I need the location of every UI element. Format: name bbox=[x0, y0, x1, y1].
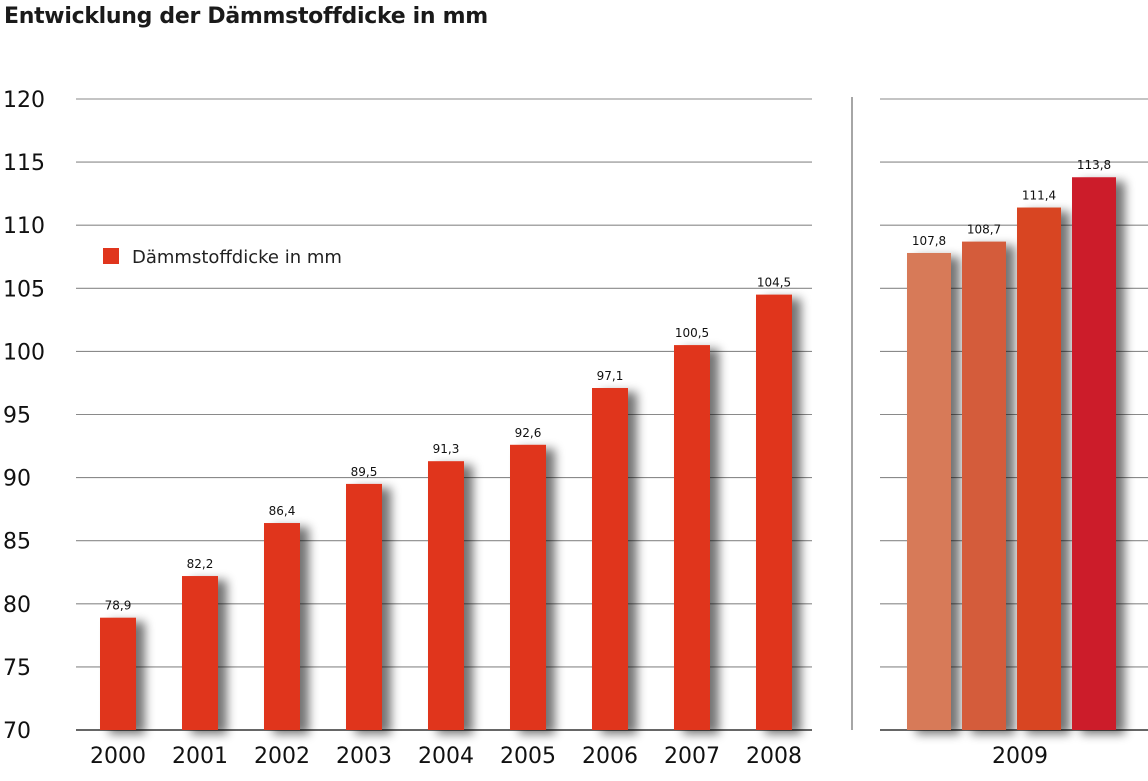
y-tick-label: 115 bbox=[3, 151, 45, 176]
y-tick-label: 110 bbox=[3, 214, 45, 239]
y-tick-label: 75 bbox=[3, 656, 31, 681]
data-label: 91,3 bbox=[433, 442, 460, 456]
x-tick-label: 2004 bbox=[418, 744, 474, 769]
data-label: 97,1 bbox=[597, 369, 624, 383]
x-tick-label: 2002 bbox=[254, 744, 310, 769]
x-tick-label: 2000 bbox=[90, 744, 146, 769]
legend: Dämmstoffdicke in mm bbox=[103, 247, 342, 268]
data-label: 113,8 bbox=[1077, 158, 1111, 172]
bar bbox=[264, 523, 300, 730]
x-tick-label: 2008 bbox=[746, 744, 802, 769]
bar bbox=[510, 444, 546, 730]
data-label: 108,7 bbox=[967, 223, 1001, 237]
data-label: 104,5 bbox=[757, 276, 791, 290]
data-label: 100,5 bbox=[675, 326, 709, 340]
bar bbox=[592, 387, 628, 730]
y-tick-label: 90 bbox=[3, 467, 31, 492]
x-tick-label: 2003 bbox=[336, 744, 392, 769]
data-label: 89,5 bbox=[351, 465, 378, 479]
y-tick-label: 80 bbox=[3, 593, 31, 618]
y-tick-label: 95 bbox=[3, 404, 31, 429]
y-tick-label: 105 bbox=[3, 277, 45, 302]
x-tick-label: 2009 bbox=[992, 744, 1048, 769]
y-tick-label: 100 bbox=[3, 340, 45, 365]
bar bbox=[182, 576, 218, 730]
y-tick-label: 120 bbox=[3, 88, 45, 113]
bar bbox=[962, 241, 1006, 730]
x-tick-label: 2005 bbox=[500, 744, 556, 769]
data-label: 78,9 bbox=[105, 599, 132, 613]
legend-swatch bbox=[103, 248, 119, 264]
y-tick-label: 85 bbox=[3, 530, 31, 555]
bar bbox=[756, 294, 792, 730]
data-label: 92,6 bbox=[515, 426, 542, 440]
bar bbox=[1072, 177, 1116, 730]
bar bbox=[346, 483, 382, 730]
bar bbox=[674, 345, 710, 730]
y-tick-label: 70 bbox=[3, 719, 31, 744]
chart-title: Entwicklung der Dämmstoffdicke in mm bbox=[4, 4, 488, 29]
data-label: 82,2 bbox=[187, 557, 214, 571]
bar bbox=[1017, 207, 1061, 731]
x-tick-label: 2007 bbox=[664, 744, 720, 769]
legend-label: Dämmstoffdicke in mm bbox=[132, 247, 342, 268]
data-label: 86,4 bbox=[269, 504, 296, 518]
bar bbox=[100, 617, 136, 730]
bar bbox=[428, 461, 464, 730]
data-label: 111,4 bbox=[1022, 189, 1056, 203]
x-tick-label: 2006 bbox=[582, 744, 638, 769]
x-tick-label: 2001 bbox=[172, 744, 228, 769]
bar bbox=[907, 252, 951, 731]
data-label: 107,8 bbox=[912, 234, 946, 248]
